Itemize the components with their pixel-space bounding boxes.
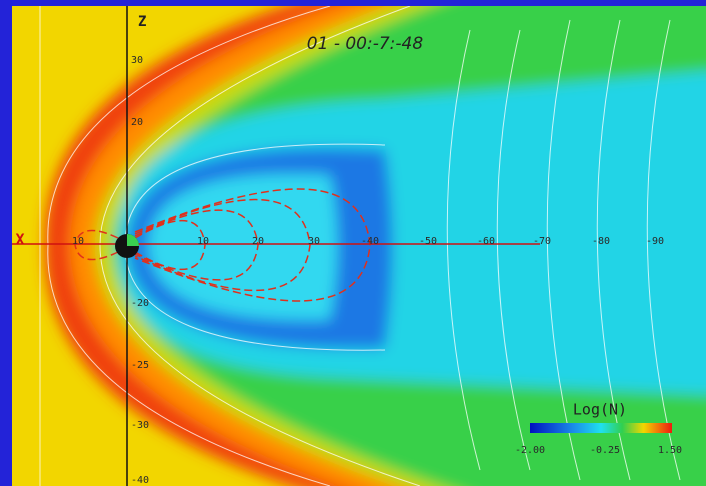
x-label: X bbox=[15, 231, 24, 249]
x-tick-label: -40 bbox=[361, 236, 379, 247]
z-tick-label: -25 bbox=[131, 360, 149, 371]
x-tick-label: 20 bbox=[252, 236, 264, 247]
density-map bbox=[12, 6, 706, 486]
z-tick-label: -30 bbox=[131, 420, 149, 431]
x-tick-label: -50 bbox=[419, 236, 437, 247]
x-tick-label: 10 bbox=[197, 236, 209, 247]
z-tick-label: 20 bbox=[131, 117, 143, 128]
z-tick-label: -20 bbox=[131, 298, 149, 309]
x-tick-label: 30 bbox=[308, 236, 320, 247]
timestamp: 01 - 00:-7:-48 bbox=[307, 34, 424, 54]
z-tick-label: -40 bbox=[131, 475, 149, 486]
colorbar-label: 1.50 bbox=[658, 445, 682, 456]
colorbar-label: -0.25 bbox=[590, 445, 620, 456]
colorbar bbox=[530, 423, 672, 433]
x-tick-label: -90 bbox=[646, 236, 664, 247]
x-tick-label: -60 bbox=[477, 236, 495, 247]
x-tick-label: -70 bbox=[533, 236, 551, 247]
x-tick-label: -80 bbox=[592, 236, 610, 247]
colorbar-label: -2.00 bbox=[515, 445, 545, 456]
x-tick-label: 10 bbox=[72, 236, 84, 247]
z-tick-label: 30 bbox=[131, 55, 143, 66]
colorbar-title: Log(N) bbox=[573, 401, 627, 419]
z-label: Z bbox=[138, 14, 146, 30]
